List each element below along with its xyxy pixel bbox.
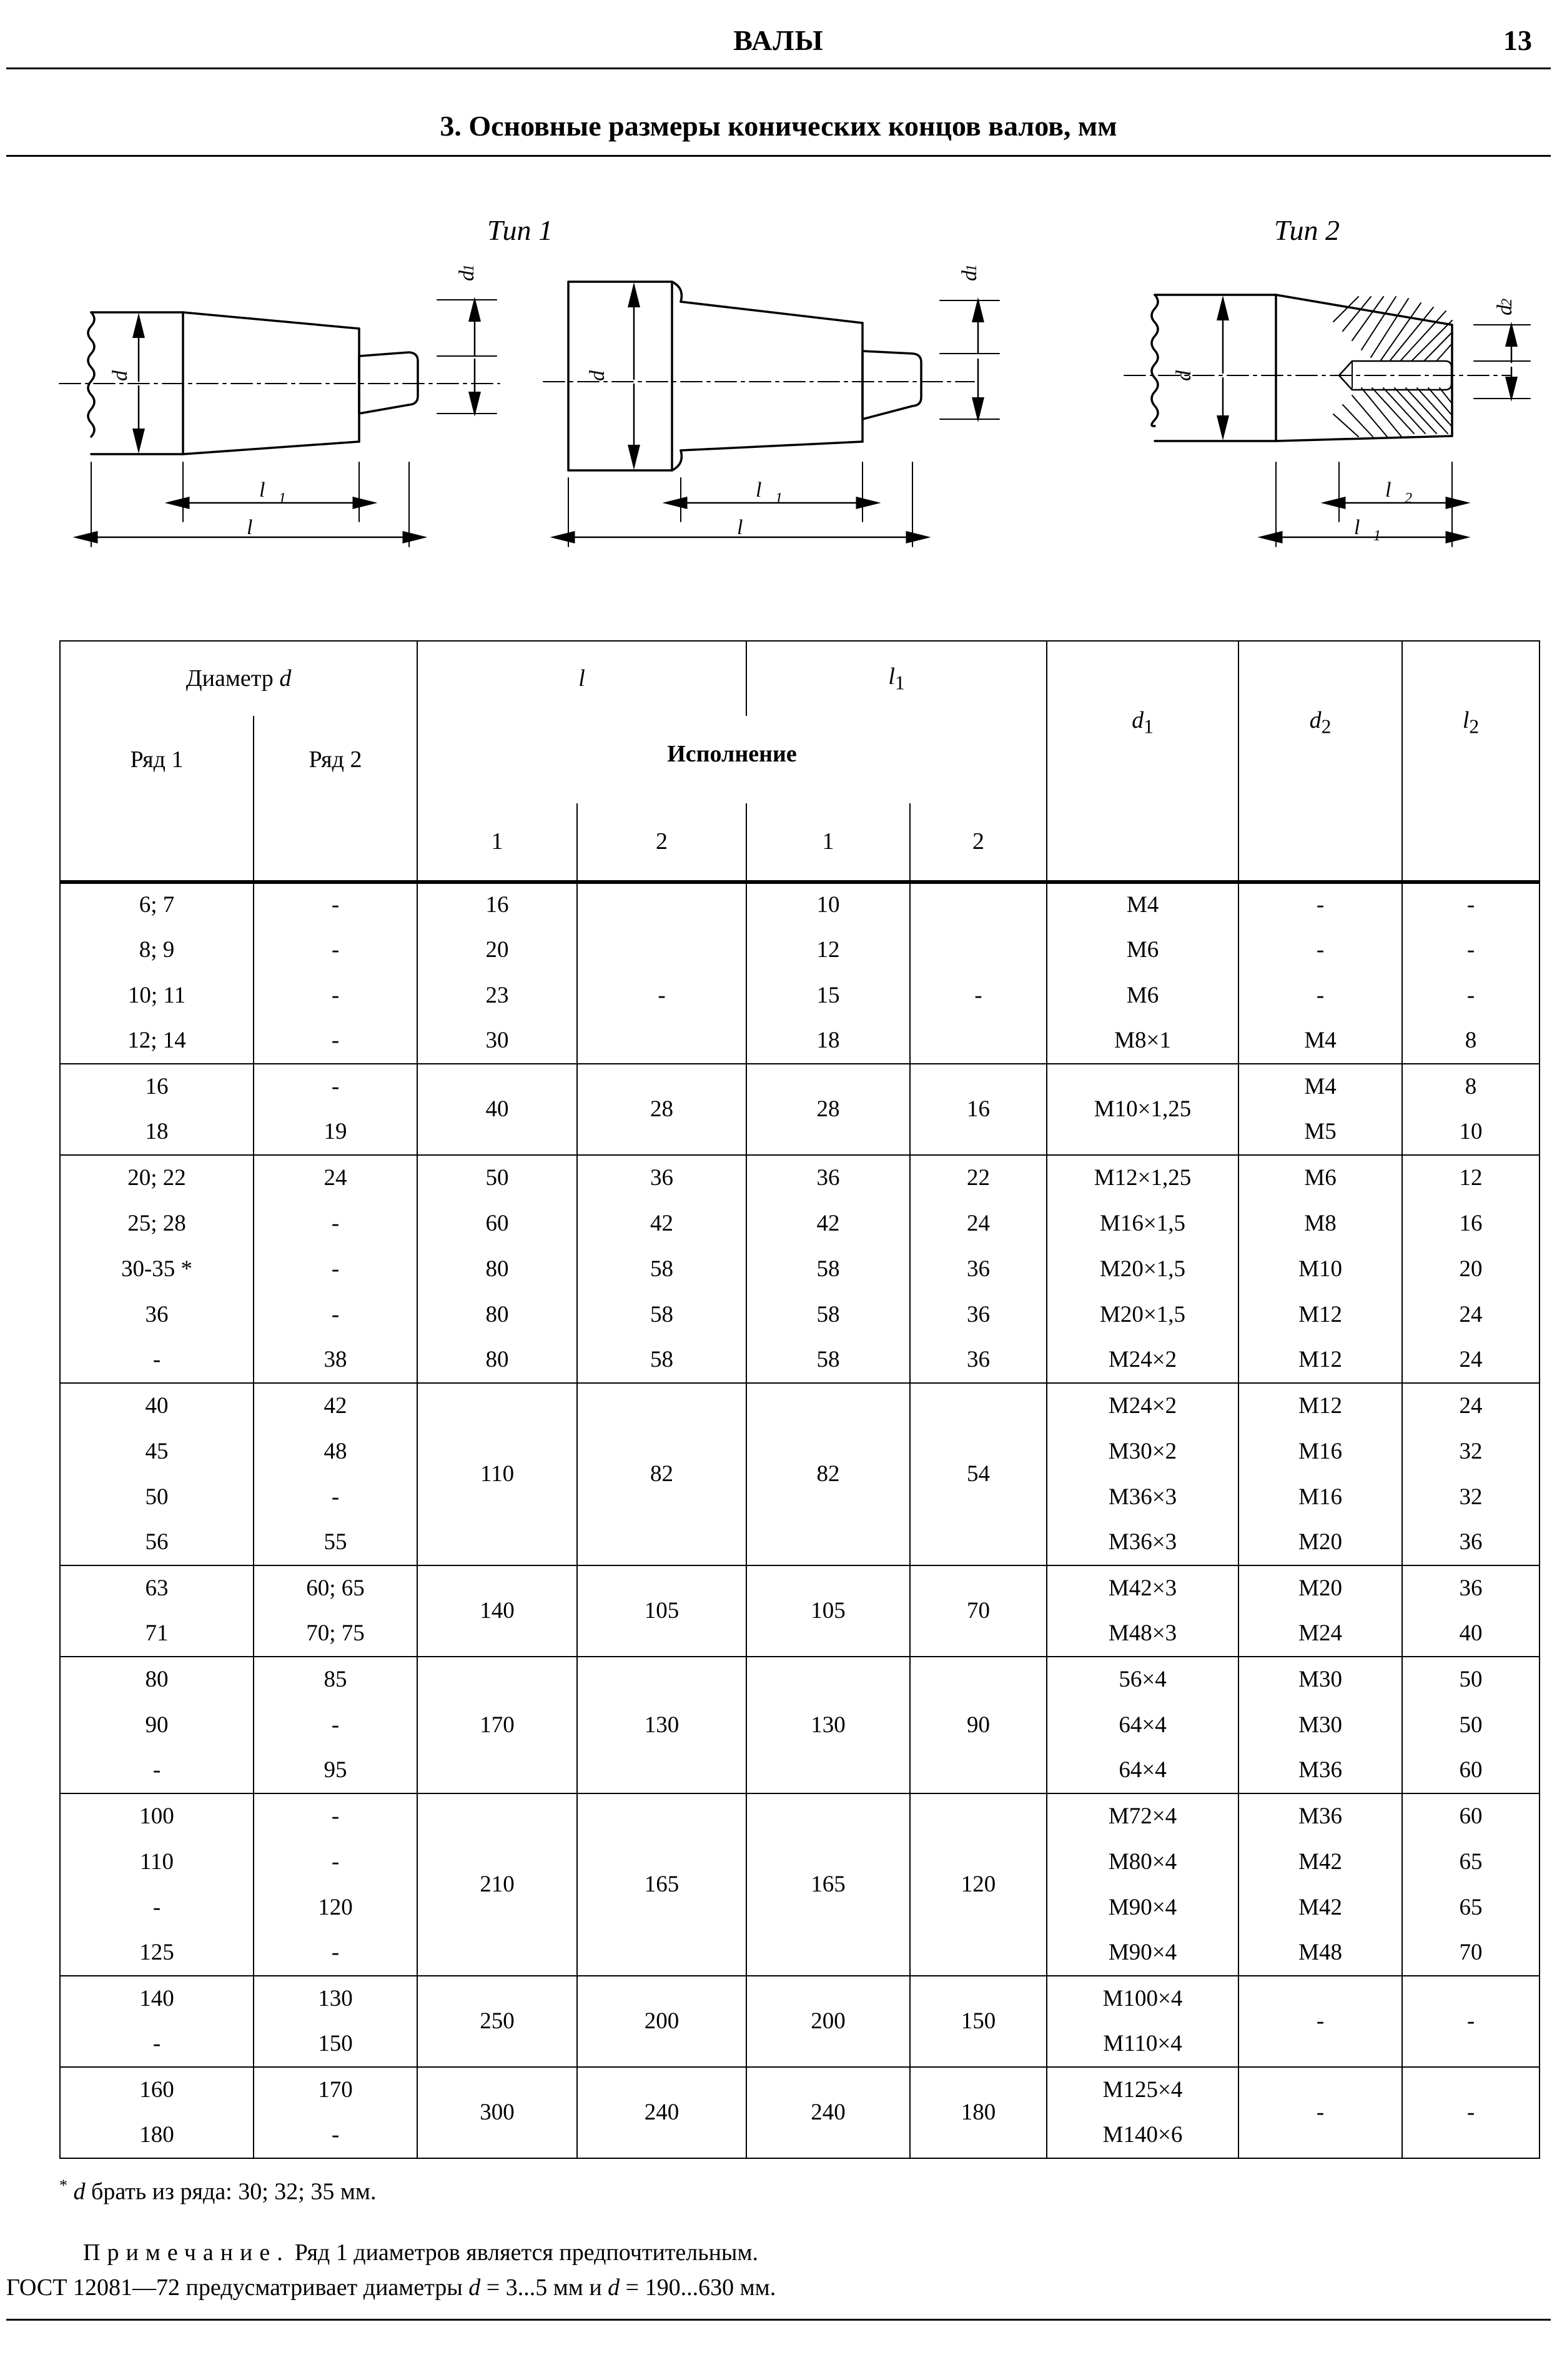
svg-text:1: 1 [775, 490, 783, 507]
svg-text:1: 1 [461, 264, 477, 272]
svg-text:Тип 2: Тип 2 [1274, 214, 1340, 246]
svg-text:d: d [109, 370, 132, 381]
svg-text:Тип 1: Тип 1 [487, 214, 553, 246]
svg-text:d: d [1172, 370, 1195, 381]
svg-text:l: l [247, 516, 252, 539]
svg-text:l: l [737, 516, 743, 539]
svg-text:2: 2 [1405, 490, 1412, 507]
svg-text:d: d [586, 370, 609, 381]
svg-text:l: l [1354, 516, 1360, 539]
svg-text:l: l [1385, 478, 1391, 502]
svg-text:1: 1 [1373, 528, 1381, 544]
svg-text:1: 1 [964, 264, 980, 272]
svg-text:2: 2 [1499, 299, 1515, 306]
svg-text:1: 1 [279, 490, 286, 507]
svg-text:l: l [756, 478, 761, 502]
svg-text:l: l [259, 478, 265, 502]
